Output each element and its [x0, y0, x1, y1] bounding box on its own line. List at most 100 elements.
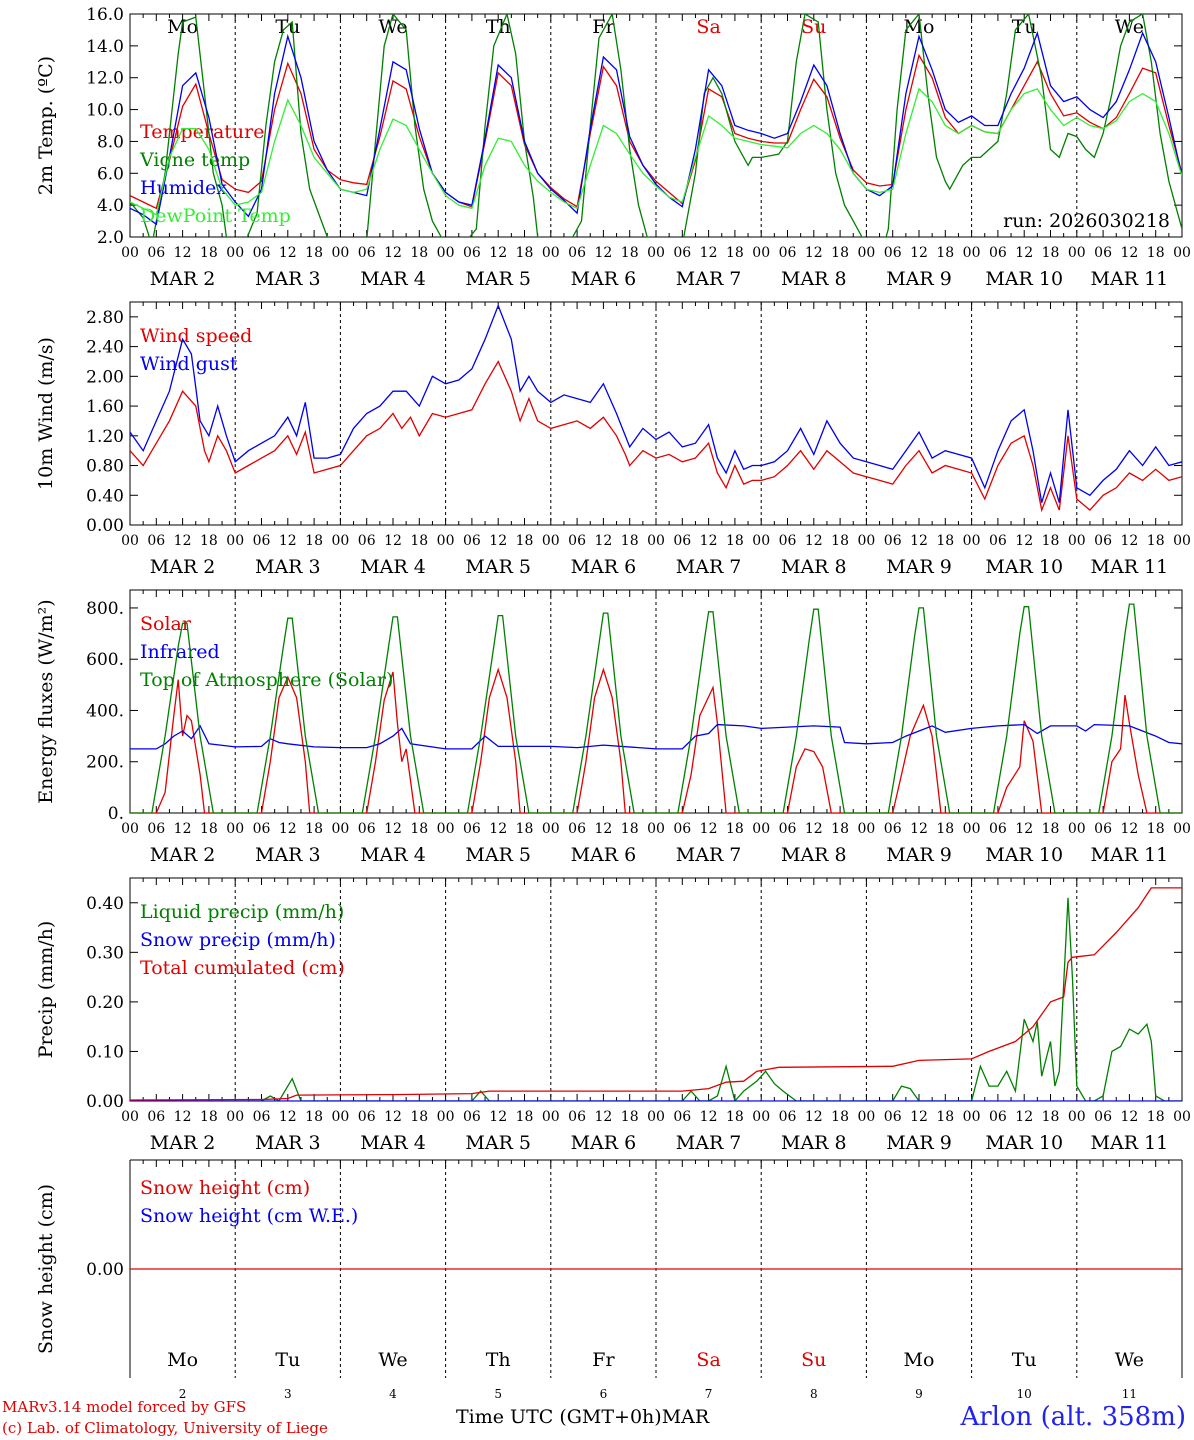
- x-hour-label: 00: [331, 1109, 349, 1125]
- y-tick-label: 0.00: [86, 1260, 124, 1280]
- x-axis-month: MAR: [661, 1406, 710, 1428]
- x-hour-label: 00: [647, 245, 665, 261]
- x-hour-label: 12: [594, 245, 612, 261]
- x-date-label: MAR 8: [781, 844, 847, 866]
- day-label: Tu: [275, 1349, 300, 1371]
- y-axis-label: Energy fluxes (W/m²): [35, 599, 57, 803]
- x-date-label: MAR 5: [465, 1132, 531, 1154]
- x-hour-label: 06: [253, 245, 271, 261]
- x-hour-label: 12: [489, 533, 507, 549]
- x-hour-label: 12: [384, 245, 402, 261]
- x-date-label: MAR 9: [886, 1132, 952, 1154]
- x-hour-label: 18: [516, 533, 534, 549]
- series-line-wind-gust: [130, 303, 1182, 503]
- x-hour-label: 18: [1042, 1109, 1060, 1125]
- x-hour-label: 06: [147, 245, 165, 261]
- x-hour-label: 12: [700, 245, 718, 261]
- day-label: Fr: [592, 16, 615, 38]
- day-number-label: 11: [1122, 1387, 1137, 1401]
- legend-entry: Vigne temp: [139, 149, 250, 171]
- x-hour-label: 00: [752, 245, 770, 261]
- x-hour-label: 00: [752, 821, 770, 837]
- y-tick-label: 0.10: [86, 1042, 124, 1062]
- x-hour-label: 12: [594, 1109, 612, 1125]
- day-number-label: 9: [915, 1387, 923, 1401]
- legend-entry: Infrared: [140, 641, 220, 663]
- y-axis-label: Precip (mm/h): [35, 921, 57, 1059]
- x-hour-label: 00: [647, 533, 665, 549]
- legend-entry: Wind gust: [140, 353, 238, 375]
- x-hour-label: 18: [410, 245, 428, 261]
- x-date-label: MAR 3: [255, 844, 321, 866]
- x-hour-label: 06: [989, 533, 1007, 549]
- x-hour-label: 12: [1015, 1109, 1033, 1125]
- x-date-label: MAR 6: [571, 844, 637, 866]
- x-hour-label: 06: [568, 533, 586, 549]
- y-tick-label: 0.20: [86, 993, 124, 1013]
- x-hour-label: 00: [963, 1109, 981, 1125]
- x-hour-label: 18: [305, 245, 323, 261]
- x-hour-label: 06: [989, 1109, 1007, 1125]
- y-tick-label: 0.30: [86, 943, 124, 963]
- x-hour-label: 06: [1094, 821, 1112, 837]
- x-hour-label: 00: [1173, 533, 1191, 549]
- x-hour-label: 18: [305, 533, 323, 549]
- x-hour-label: 06: [989, 245, 1007, 261]
- x-hour-label: 06: [463, 533, 481, 549]
- legend-entry: Liquid precip (mm/h): [140, 901, 344, 923]
- legend-entry: Solar: [140, 613, 192, 635]
- x-hour-label: 00: [331, 533, 349, 549]
- legend-entry: Humidex: [140, 177, 227, 199]
- series-line-dewpoint-temp: [130, 87, 1182, 216]
- x-date-label: MAR 3: [255, 556, 321, 578]
- x-hour-label: 18: [621, 1109, 639, 1125]
- x-hour-label: 18: [1147, 533, 1165, 549]
- x-date-label: MAR 9: [886, 556, 952, 578]
- x-date-label: MAR 3: [255, 1132, 321, 1154]
- series-line-infrared: [130, 723, 1182, 750]
- day-label: Mo: [904, 1349, 935, 1371]
- x-date-label: MAR 10: [985, 1132, 1063, 1154]
- x-hour-label: 00: [1068, 1109, 1086, 1125]
- x-hour-label: 00: [226, 1109, 244, 1125]
- x-hour-label: 18: [410, 821, 428, 837]
- x-date-label: MAR 4: [360, 556, 426, 578]
- x-hour-label: 00: [437, 245, 455, 261]
- y-tick-label: 10.0: [86, 101, 124, 121]
- x-hour-label: 12: [805, 1109, 823, 1125]
- day-label: We: [378, 1349, 407, 1371]
- x-hour-label: 06: [253, 1109, 271, 1125]
- x-hour-label: 12: [1120, 533, 1138, 549]
- y-tick-label: 0.00: [86, 1092, 124, 1112]
- x-hour-label: 00: [963, 245, 981, 261]
- x-date-label: MAR 2: [150, 1132, 216, 1154]
- legend-entry: DewPoint Temp: [140, 205, 291, 227]
- x-hour-label: 18: [726, 533, 744, 549]
- x-hour-label: 18: [621, 245, 639, 261]
- x-date-label: MAR 2: [150, 268, 216, 290]
- x-hour-label: 12: [1015, 533, 1033, 549]
- x-hour-label: 00: [1173, 245, 1191, 261]
- x-hour-label: 00: [542, 245, 560, 261]
- legend-entry: Wind speed: [140, 325, 252, 347]
- x-date-label: MAR 2: [150, 844, 216, 866]
- x-hour-label: 00: [331, 821, 349, 837]
- x-hour-label: 06: [884, 533, 902, 549]
- day-number-label: 5: [494, 1387, 502, 1401]
- y-axis-label: Snow height (cm): [35, 1184, 57, 1354]
- x-hour-label: 00: [752, 533, 770, 549]
- panel-4: 0.00 Snow height (cm) Mo Tu We Th Fr Sa Su Mo Tu We…: [35, 1159, 1183, 1401]
- x-hour-label: 12: [279, 1109, 297, 1125]
- x-hour-label: 12: [384, 1109, 402, 1125]
- x-hour-label: 18: [831, 1109, 849, 1125]
- x-hour-label: 00: [857, 245, 875, 261]
- x-hour-label: 06: [147, 821, 165, 837]
- x-hour-label: 00: [647, 1109, 665, 1125]
- x-hour-label: 18: [936, 533, 954, 549]
- x-hour-label: 18: [516, 245, 534, 261]
- x-hour-label: 18: [1042, 533, 1060, 549]
- x-date-label: MAR 7: [676, 844, 742, 866]
- x-date-label: MAR 6: [571, 1132, 637, 1154]
- x-hour-label: 00: [437, 533, 455, 549]
- y-axis-label: 10m Wind (m/s): [35, 337, 57, 490]
